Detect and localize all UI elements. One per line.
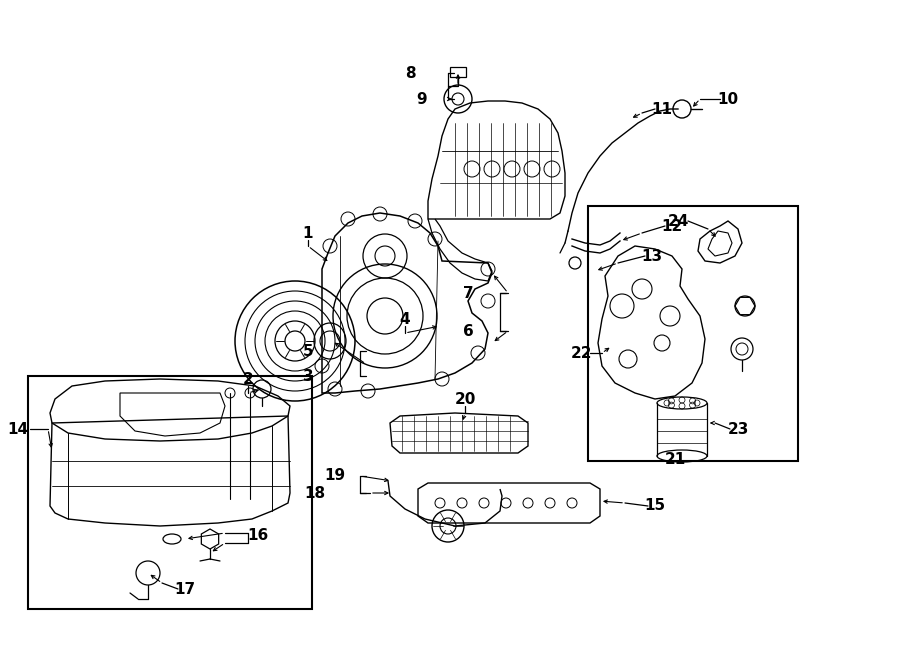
Text: 13: 13: [642, 249, 662, 264]
Text: 1: 1: [302, 225, 313, 241]
Text: 8: 8: [405, 65, 415, 81]
Text: 12: 12: [662, 219, 682, 233]
Text: 9: 9: [417, 91, 428, 106]
Text: 15: 15: [644, 498, 666, 514]
Text: 18: 18: [304, 485, 326, 500]
Text: 2: 2: [243, 371, 254, 387]
Bar: [28, 376, 312, 609]
Text: 16: 16: [248, 529, 268, 543]
Text: 10: 10: [717, 91, 739, 106]
Text: 14: 14: [7, 422, 29, 436]
Text: 6: 6: [463, 323, 473, 338]
Text: 22: 22: [572, 346, 593, 360]
Bar: [450, 67, 466, 77]
Text: 5: 5: [302, 344, 313, 358]
Text: 20: 20: [454, 391, 476, 407]
Text: 11: 11: [652, 102, 672, 116]
Text: 4: 4: [400, 311, 410, 327]
Text: 17: 17: [175, 582, 195, 596]
Text: 21: 21: [664, 451, 686, 467]
Text: 23: 23: [727, 422, 749, 436]
Text: 3: 3: [302, 368, 313, 383]
Bar: [588, 206, 798, 461]
Text: 19: 19: [324, 469, 346, 483]
Text: 7: 7: [463, 286, 473, 301]
Text: 24: 24: [667, 214, 688, 229]
